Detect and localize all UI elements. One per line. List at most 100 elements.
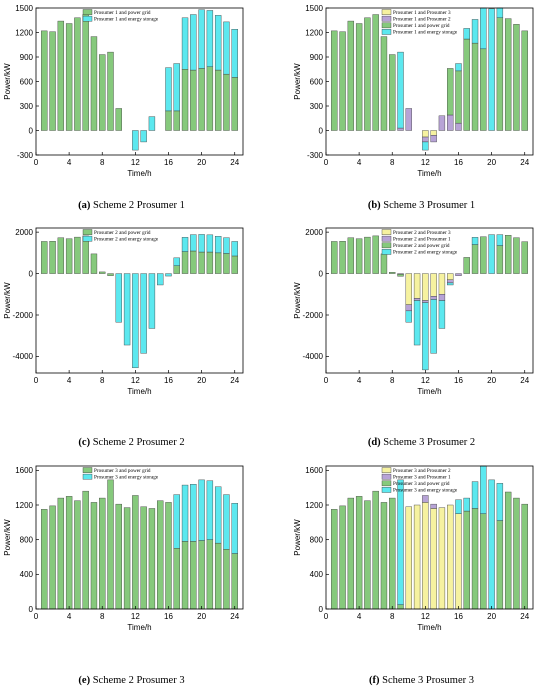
y-tick-label-e: 800 — [20, 535, 34, 544]
x-tick-label-a: 12 — [131, 158, 140, 167]
bar-d-s2-h1 — [331, 241, 338, 274]
bar-f-s2-h2 — [339, 505, 346, 610]
x-tick-label-d: 16 — [454, 376, 463, 385]
bar-b-s2-h15 — [447, 68, 454, 116]
x-axis-label-b: Time/h — [417, 169, 441, 178]
y-axis-label-e: Power/kW — [3, 519, 12, 556]
bar-e-s0-h17 — [173, 548, 180, 610]
legend-swatch-f-3 — [381, 487, 392, 493]
panel-caption-text-f: Scheme 3 Prosumer 3 — [380, 675, 475, 686]
bar-b-s2-h23 — [513, 24, 520, 131]
bar-c-s0-h4 — [65, 238, 73, 274]
bar-c-s0-h20 — [198, 251, 205, 274]
y-tick-label-f: 0 — [319, 605, 324, 614]
legend-entry-b-0: Prosumer 1 and Prosumer 3 — [393, 10, 451, 16]
y-tick-label-a: 1200 — [15, 28, 33, 37]
bar-a-s1-h18 — [181, 17, 189, 70]
bar-a-s1-h12 — [132, 130, 139, 151]
x-tick-label-c: 8 — [100, 376, 105, 385]
bar-d-s0-h10 — [405, 273, 412, 305]
x-tick-label-b: 0 — [324, 158, 329, 167]
x-tick-label-f: 24 — [520, 612, 529, 621]
bar-d-s0-h12 — [422, 273, 429, 301]
bar-e-s0-h12 — [132, 495, 139, 610]
x-tick-label-d: 0 — [324, 376, 329, 385]
x-tick-label-d: 20 — [487, 376, 496, 385]
bar-a-s1-h22 — [214, 15, 222, 71]
bar-b-s3-h17 — [463, 28, 470, 40]
y-axis-label-d: Power/kW — [293, 282, 302, 319]
bar-e-s0-h6 — [82, 490, 89, 610]
bar-c-s1-h24 — [231, 241, 238, 257]
bar-b-s3-h12 — [422, 141, 429, 151]
bar-c-s0-h23 — [223, 253, 230, 274]
bar-b-s1-h12 — [422, 136, 429, 143]
bar-b-s1-h10 — [405, 108, 412, 131]
bar-b-s1-h16 — [455, 122, 462, 131]
chart-panel-e: 0 400 800 1200 1600 0 4 8 12 16 20 24 Time/h Power/kW… — [3, 465, 244, 686]
x-tick-label-c: 16 — [164, 376, 173, 385]
bar-d-s2-h17 — [463, 257, 470, 274]
legend-entry-b-1: Prosumer 1 and Prosumer 2 — [393, 16, 451, 22]
legend-entry-a-0: Prosumer 1 and power grid — [94, 10, 151, 16]
panel-caption-text-e: Scheme 2 Prosumer 3 — [90, 675, 185, 686]
bar-b-s2-h7 — [380, 36, 388, 131]
bar-e-s0-h18 — [181, 541, 189, 610]
y-tick-label-c: -4000 — [13, 352, 34, 361]
chart-panel-c: -4000 -2000 0 2000 0 4 8 12 16 20 24 Time/h Power/kW… — [3, 227, 244, 448]
legend-entry-f-1: Prosumer 3 and Prosumer 1 — [393, 474, 451, 480]
panel-letter-d: (d) — [368, 437, 381, 448]
y-tick-label-a: 900 — [20, 53, 34, 62]
bar-d-s1-h10 — [405, 304, 412, 312]
chart-panel-d: -4000 -2000 0 2000 0 4 8 12 16 20 24 Time/h Power/kW… — [293, 227, 534, 448]
bar-a-s0-h9 — [107, 51, 114, 131]
bar-e-s0-h4 — [65, 496, 73, 610]
bar-f-s3-h16 — [455, 499, 462, 514]
bar-f-s0-h13 — [430, 508, 437, 610]
bar-e-s0-h9 — [107, 479, 114, 610]
bar-f-s0-h16 — [455, 513, 462, 610]
bar-c-s0-h8 — [99, 271, 106, 274]
bar-b-s0-h13 — [430, 130, 437, 136]
y-tick-label-e: 0 — [29, 605, 34, 614]
legend-swatch-c-0 — [82, 229, 93, 235]
bar-e-s0-h19 — [190, 541, 197, 610]
panel-letter-b: (b) — [368, 200, 381, 211]
x-tick-label-e: 20 — [197, 612, 206, 621]
bar-a-s0-h20 — [198, 68, 205, 131]
bar-f-s3-h9 — [397, 479, 404, 605]
bar-e-s0-h13 — [140, 506, 147, 610]
bar-f-s2-h23 — [513, 497, 520, 610]
legend-swatch-f-0 — [381, 467, 392, 473]
bar-a-s1-h14 — [148, 116, 156, 131]
bar-f-s2-h5 — [364, 500, 371, 610]
bar-c-s1-h12 — [132, 273, 139, 369]
bar-e-s1-h21 — [206, 480, 214, 540]
y-tick-label-f: 1600 — [305, 466, 323, 475]
bar-a-s1-h20 — [198, 9, 205, 69]
x-tick-label-d: 24 — [520, 376, 529, 385]
y-tick-label-b: -300 — [307, 151, 324, 160]
y-tick-label-c: 2000 — [15, 228, 33, 237]
panel-caption-f: (f) Scheme 3 Prosumer 3 — [369, 675, 474, 686]
bar-c-s0-h6 — [82, 235, 89, 274]
bar-d-s3-h14 — [438, 300, 446, 329]
bar-b-s2-h1 — [331, 30, 338, 131]
bar-e-s0-h24 — [231, 553, 238, 610]
bar-f-s1-h13 — [430, 503, 437, 509]
y-tick-label-f: 1200 — [305, 501, 323, 510]
bar-f-s2-h3 — [347, 497, 355, 610]
bar-b-s1-h13 — [430, 135, 437, 143]
y-tick-label-d: -2000 — [303, 311, 324, 320]
bar-e-s0-h20 — [198, 540, 205, 610]
bar-a-s0-h8 — [99, 54, 106, 131]
legend-swatch-d-1 — [381, 235, 392, 242]
bar-a-s1-h17 — [173, 63, 180, 112]
bar-d-s2-h7 — [380, 253, 388, 274]
x-tick-label-d: 12 — [421, 376, 430, 385]
bar-d-s1-h15 — [447, 279, 454, 284]
